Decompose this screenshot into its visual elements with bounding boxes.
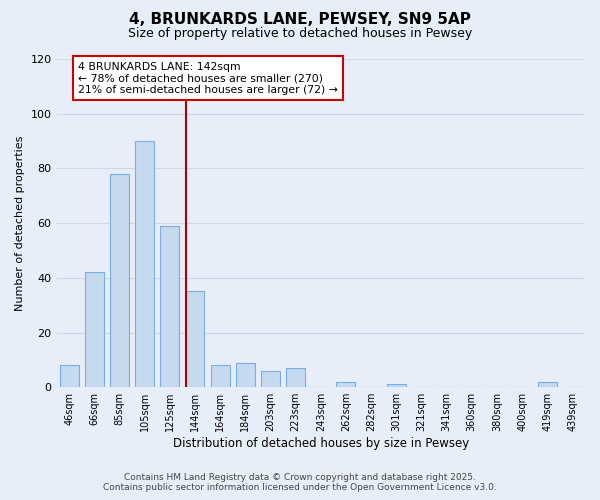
Text: 4 BRUNKARDS LANE: 142sqm
← 78% of detached houses are smaller (270)
21% of semi-: 4 BRUNKARDS LANE: 142sqm ← 78% of detach…: [78, 62, 338, 95]
Bar: [286, 368, 305, 387]
Text: Size of property relative to detached houses in Pewsey: Size of property relative to detached ho…: [128, 28, 472, 40]
Bar: [337, 382, 355, 387]
Y-axis label: Number of detached properties: Number of detached properties: [15, 136, 25, 311]
Bar: [261, 371, 280, 387]
Bar: [236, 362, 255, 387]
Text: Contains HM Land Registry data © Crown copyright and database right 2025.
Contai: Contains HM Land Registry data © Crown c…: [103, 473, 497, 492]
Bar: [59, 366, 79, 387]
Bar: [211, 366, 230, 387]
Bar: [110, 174, 129, 387]
Bar: [538, 382, 557, 387]
Bar: [185, 292, 205, 387]
Bar: [85, 272, 104, 387]
Bar: [160, 226, 179, 387]
Text: 4, BRUNKARDS LANE, PEWSEY, SN9 5AP: 4, BRUNKARDS LANE, PEWSEY, SN9 5AP: [129, 12, 471, 28]
Bar: [387, 384, 406, 387]
X-axis label: Distribution of detached houses by size in Pewsey: Distribution of detached houses by size …: [173, 437, 469, 450]
Bar: [135, 141, 154, 387]
